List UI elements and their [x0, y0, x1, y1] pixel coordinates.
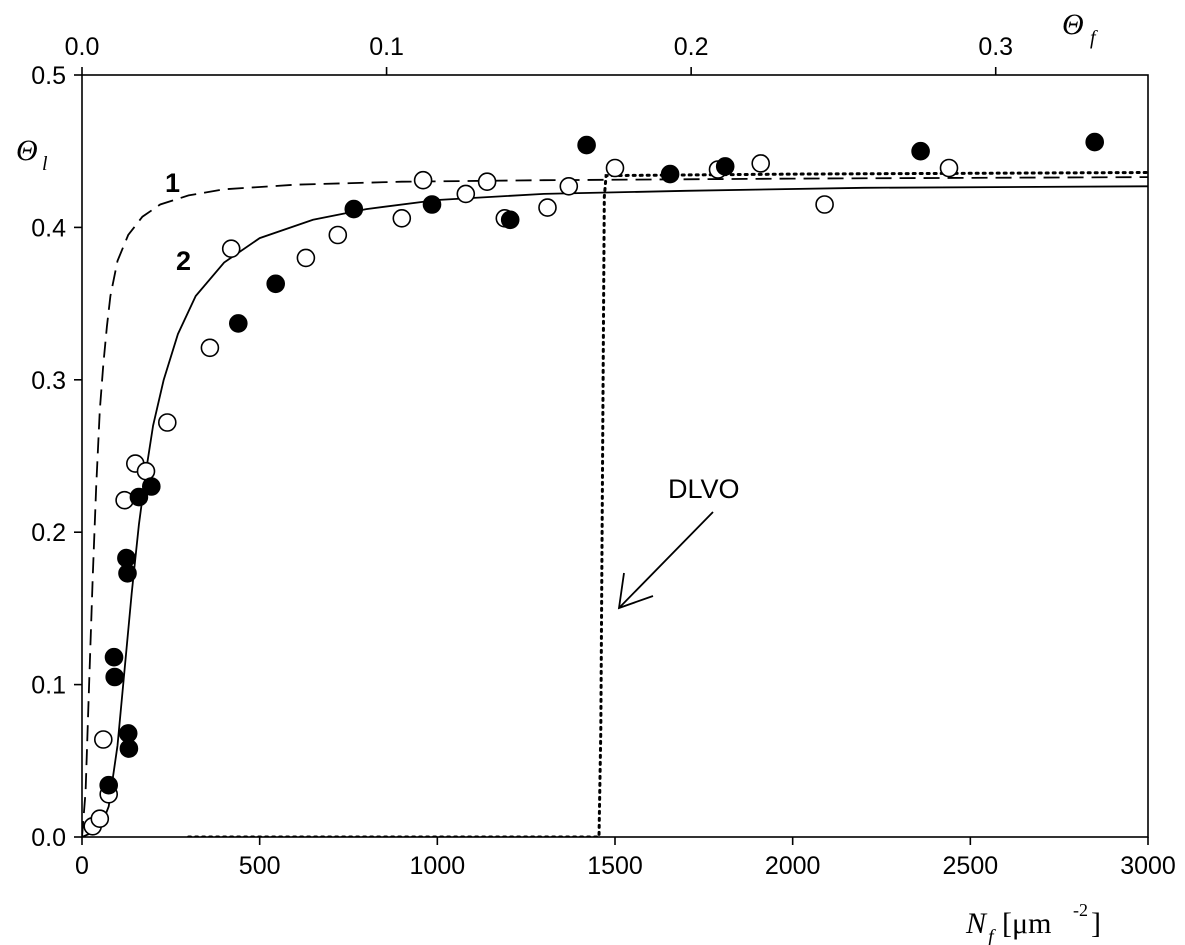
plot-frame	[81, 74, 1149, 838]
filled-data-point	[119, 739, 139, 758]
filled-data-point	[500, 210, 520, 230]
open-data-point	[605, 158, 625, 178]
open-data-point	[413, 170, 433, 190]
x-tick-label: 1000	[410, 852, 466, 880]
x-tick-label: 0	[75, 852, 89, 880]
curve-dotted-line	[187, 171, 1148, 837]
y-tick-label: 0.1	[31, 672, 66, 700]
top-axis-symbol: Θ	[1062, 8, 1084, 41]
dlvo-label: DLVO	[668, 474, 740, 504]
open-data-point	[538, 198, 557, 217]
open-data-point	[456, 184, 476, 204]
curve-1-label: 1	[165, 168, 180, 198]
y-tick-label: 0.3	[31, 367, 66, 395]
y-tick-label: 0.5	[31, 62, 66, 90]
filled-data-point	[229, 314, 248, 333]
filled-data-point	[911, 141, 930, 161]
curves-group	[82, 171, 1148, 837]
top-tick-label: 0.3	[978, 33, 1013, 61]
filled-data-point	[660, 164, 680, 184]
filled-data-point	[105, 667, 124, 687]
y-tick-label: 0.0	[31, 824, 66, 852]
curve-2-label: 2	[176, 246, 191, 276]
x-axis-symbol: N	[965, 907, 988, 940]
open-data-point	[221, 239, 241, 258]
filled-data-point	[1085, 132, 1104, 152]
top-tick-label: 0.2	[674, 33, 709, 61]
plot-frame-group	[81, 74, 1149, 838]
open-data-point	[559, 177, 579, 196]
y-axis-title: Θ l	[16, 134, 48, 175]
open-data-point	[94, 730, 113, 749]
top-tick-label: 0.0	[65, 33, 100, 61]
filled-data-point	[422, 195, 442, 214]
open-data-point	[477, 172, 497, 191]
top-axis-subscript: f	[1090, 27, 1098, 49]
open-data-point	[200, 338, 220, 358]
x-axis-unit: [μm	[1002, 907, 1051, 940]
open-data-point	[328, 225, 348, 245]
open-data-point	[296, 248, 316, 268]
open-data-point	[939, 158, 959, 178]
top-axis-title: Θ f	[1062, 8, 1098, 49]
x-tick-label: 500	[239, 852, 281, 880]
curve-solid-line	[82, 185, 1148, 837]
open-data-point	[751, 154, 771, 173]
filled-data-point	[142, 477, 161, 496]
filled-data-point	[266, 274, 286, 294]
filled-data-point	[577, 135, 596, 155]
points-group	[83, 132, 1104, 836]
x-axis-unit-close: ]	[1091, 907, 1101, 940]
x-axis-title: N f [μm -2 ]	[965, 900, 1101, 945]
x-tick-label: 2000	[765, 852, 821, 880]
curve-dashed-line	[82, 176, 1148, 837]
filled-data-point	[104, 647, 124, 667]
filled-data-point	[344, 199, 364, 219]
dlvo-arrow	[617, 511, 714, 610]
x-tick-label: 3000	[1120, 852, 1176, 880]
y-axis-subscript: l	[42, 153, 48, 175]
filled-data-point	[117, 548, 136, 568]
open-data-point	[815, 195, 834, 214]
filled-data-point	[99, 775, 118, 795]
open-data-point	[392, 209, 412, 228]
y-axis-symbol: Θ	[16, 134, 38, 167]
x-axis-subscript: f	[988, 926, 996, 945]
filled-data-point	[118, 563, 137, 583]
x-axis-unit-exponent: -2	[1073, 900, 1088, 920]
y-tick-label: 0.2	[31, 519, 66, 547]
x-tick-label: 2500	[943, 852, 999, 880]
open-data-point	[90, 809, 110, 829]
filled-data-point	[129, 487, 149, 507]
top-tick-label: 0.1	[369, 33, 404, 61]
filled-data-point	[715, 157, 735, 176]
y-tick-label: 0.4	[31, 214, 66, 242]
ticks-group: 0 500 1000 1500 2000 2500 3000 0.0 0.1 0.2 0.3 0.4 0…	[31, 33, 1176, 880]
open-data-point	[136, 461, 156, 481]
open-data-point	[158, 413, 177, 432]
x-tick-label: 1500	[587, 852, 643, 880]
